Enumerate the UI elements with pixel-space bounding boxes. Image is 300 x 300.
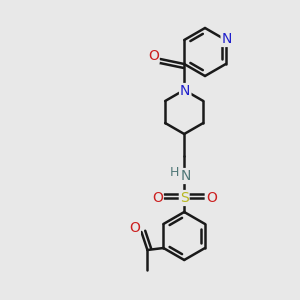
Text: O: O: [148, 49, 159, 63]
Text: O: O: [152, 191, 163, 205]
Text: O: O: [206, 191, 217, 205]
Text: O: O: [129, 221, 140, 235]
Text: N: N: [181, 169, 191, 183]
Text: S: S: [180, 191, 189, 205]
Text: H: H: [169, 167, 179, 179]
Text: N: N: [180, 84, 190, 98]
Text: N: N: [222, 32, 232, 46]
